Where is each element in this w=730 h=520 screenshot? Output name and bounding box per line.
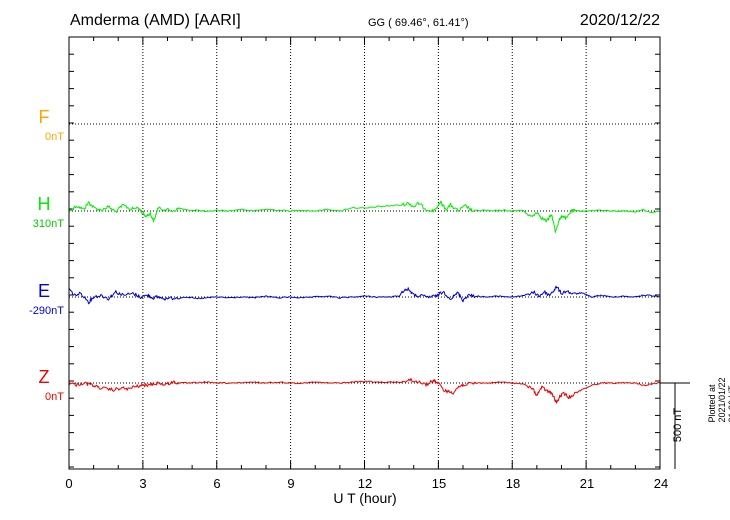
series-line-z: [68, 378, 661, 404]
baseline-label-h: 310nT: [32, 218, 64, 230]
x-tick-label: 21: [579, 476, 595, 491]
baseline-label-z: 0nT: [45, 391, 64, 403]
x-tick-label: 24: [653, 476, 669, 491]
x-axis-label: U T (hour): [333, 490, 397, 506]
component-label-h: H: [37, 194, 51, 214]
x-tick-label: 15: [431, 476, 447, 491]
component-label-f: F: [38, 107, 50, 127]
x-tick-label: 18: [505, 476, 521, 491]
scale-bar-label: 500 nT: [672, 407, 684, 443]
component-label-z: Z: [38, 367, 50, 387]
baseline-label-e: -290nT: [29, 305, 64, 317]
component-label-e: E: [37, 281, 50, 301]
series-line-h: [68, 200, 661, 233]
station-coordinates: GG ( 69.46°, 61.41°): [368, 17, 469, 29]
series-line-e: [68, 285, 661, 305]
scale-bar: [660, 382, 690, 469]
x-tick-label: 12: [357, 476, 373, 491]
x-tick-label: 0: [65, 476, 73, 491]
plot-frame: [68, 36, 661, 470]
grid-lines: [69, 37, 660, 469]
baseline-label-f: 0nT: [45, 131, 64, 143]
x-tick-label: 3: [139, 476, 147, 491]
plot-date: 2020/12/22: [579, 12, 660, 29]
station-title: Amderma (AMD) [AARI]: [70, 12, 241, 29]
x-tick-label: 6: [213, 476, 221, 491]
x-tick-label: 9: [287, 476, 295, 491]
series-traces: [68, 200, 661, 404]
plotted-timestamp: Plotted at 2021/01/22 01:36 UT: [707, 377, 730, 423]
